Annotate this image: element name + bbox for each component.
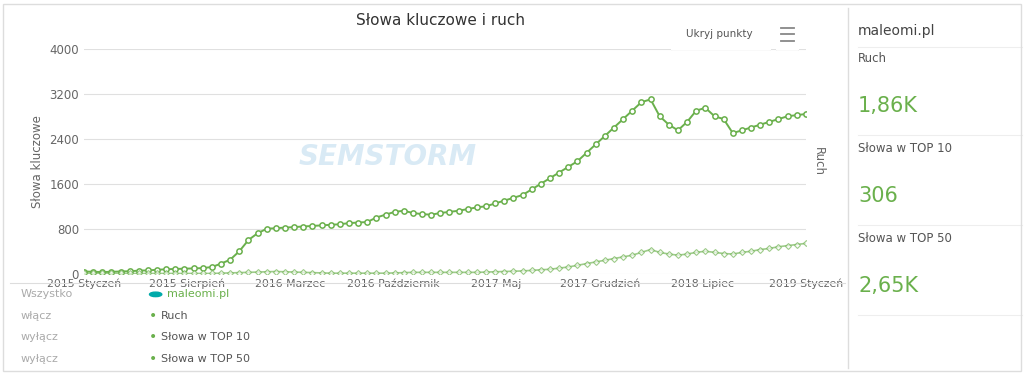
Text: Wszystko: Wszystko [20,290,73,299]
FancyBboxPatch shape [775,18,800,52]
Text: Słowa w TOP 10: Słowa w TOP 10 [858,142,952,156]
Text: Ruch: Ruch [161,311,188,321]
Text: 2,65K: 2,65K [858,276,919,296]
Text: maleomi.pl: maleomi.pl [167,290,229,299]
Y-axis label: Ruch: Ruch [811,147,824,176]
Text: Słowa kluczowe i ruch: Słowa kluczowe i ruch [355,13,525,28]
Text: SEMSTORM: SEMSTORM [298,143,476,171]
Text: Słowa w TOP 50: Słowa w TOP 50 [161,354,250,363]
Text: Ruch: Ruch [858,53,887,66]
Text: 306: 306 [858,186,898,206]
Text: wyłącz: wyłącz [20,354,58,363]
Text: Słowa w TOP 10: Słowa w TOP 10 [161,332,250,342]
Text: •: • [148,309,157,323]
Text: maleomi.pl: maleomi.pl [858,24,936,38]
Text: 1,86K: 1,86K [858,96,919,116]
Text: •: • [148,330,157,344]
Y-axis label: Słowa kluczowe: Słowa kluczowe [31,115,44,208]
Text: Ukryj punkty: Ukryj punkty [686,29,753,39]
Text: •: • [148,351,157,366]
Text: wyłącz: wyłącz [20,332,58,342]
FancyBboxPatch shape [665,18,777,52]
Text: włącz: włącz [20,311,52,321]
Text: Słowa w TOP 50: Słowa w TOP 50 [858,232,952,246]
